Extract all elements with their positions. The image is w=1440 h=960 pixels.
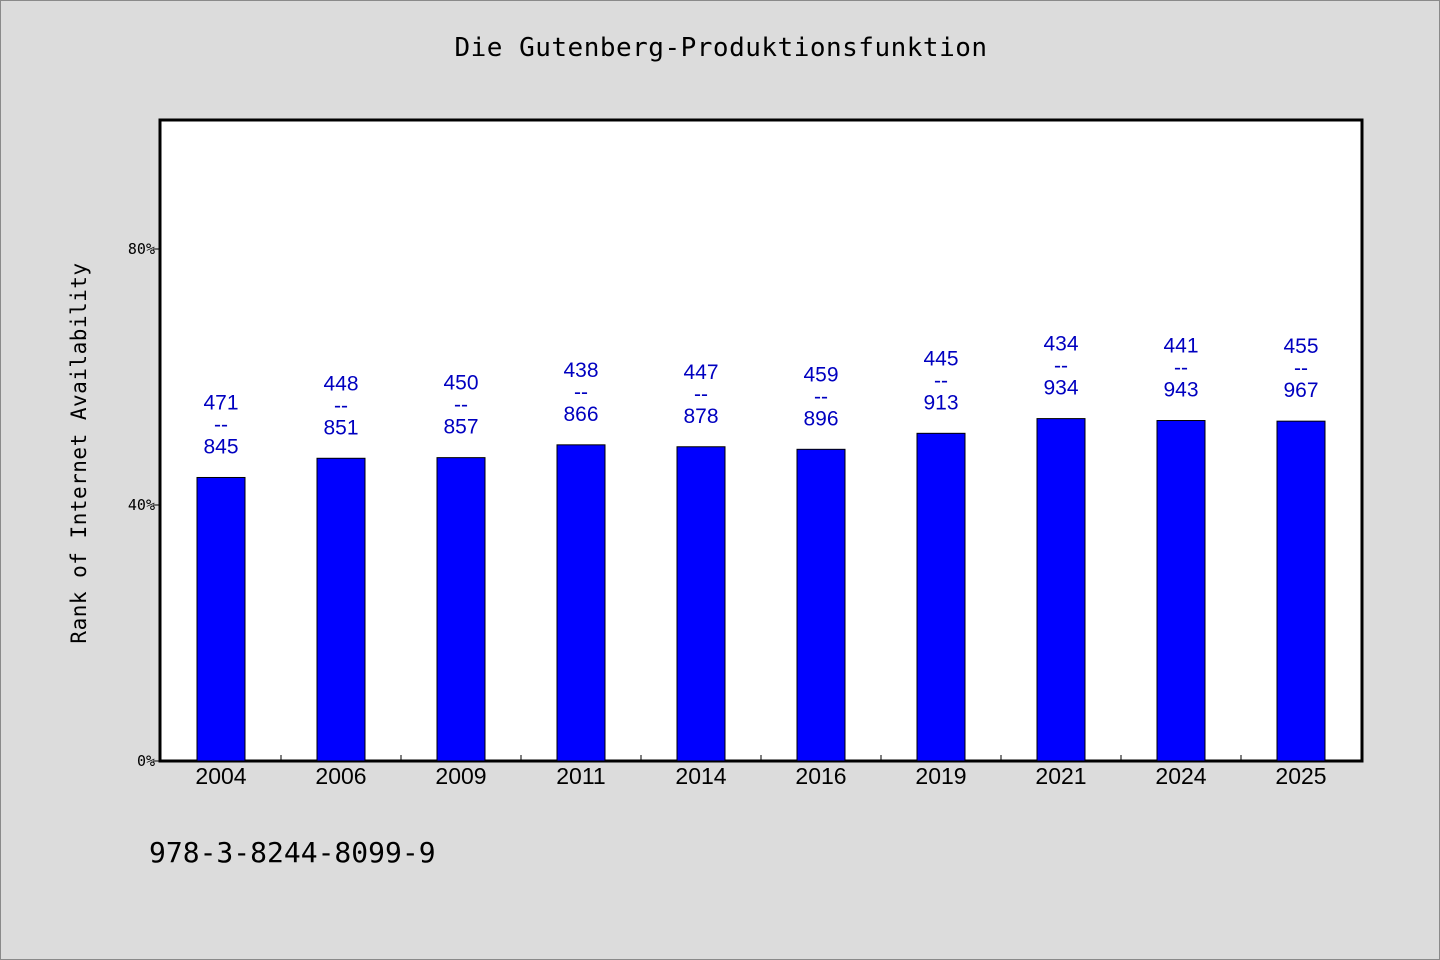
y-tick-label: 40% [128,496,155,514]
x-tick-label: 2021 [1035,763,1086,789]
data-label: -- [814,385,828,408]
data-label: 448 [323,372,358,395]
data-label: 845 [203,435,238,458]
data-label: 438 [563,359,598,382]
bar [1276,420,1326,762]
x-tick-label: 2024 [1155,763,1206,789]
data-label: 447 [683,361,718,384]
y-tick-label: 0% [137,752,155,770]
x-axis-ticks: 2004 2006 2009 2011 2014 2016 2019 2021 2024 2025 [195,755,1327,789]
data-label: -- [214,413,228,436]
data-label: -- [1294,357,1308,380]
data-label: 967 [1283,379,1318,402]
x-tick-label: 2025 [1275,763,1326,789]
x-tick-label: 2011 [556,763,605,789]
data-label: 851 [323,416,358,439]
x-tick-label: 2016 [795,763,846,789]
data-label: 450 [443,372,478,395]
data-label: -- [934,369,948,392]
data-label: 434 [1043,333,1078,356]
data-label: 896 [803,407,838,430]
bar [436,457,486,762]
data-label: -- [1174,357,1188,380]
data-label: 866 [563,403,598,426]
x-tick-label: 2014 [675,763,726,789]
data-label: 445 [923,347,958,370]
y-axis-ticks: 0% 40% 80% [128,240,161,770]
x-tick-label: 2006 [315,763,366,789]
bar [316,457,366,762]
data-label: -- [694,383,708,406]
data-label: -- [574,381,588,404]
bars [196,418,1326,762]
data-label: 459 [803,363,838,386]
bar [556,444,606,762]
data-label: 913 [923,391,958,414]
bar [676,446,726,762]
isbn-code: 978-3-8244-8099-9 [149,836,436,869]
data-label: 943 [1163,379,1198,402]
bar [1036,418,1086,762]
data-label: 857 [443,416,478,439]
bar [196,476,246,762]
data-label: 441 [1163,335,1198,358]
x-tick-label: 2004 [195,763,246,789]
y-tick-label: 80% [128,240,155,258]
bar [916,432,966,762]
data-label: -- [454,394,468,417]
data-label: -- [334,394,348,417]
bar-labels: 471--845448--851450--857438--866447--878… [203,333,1318,459]
bar [1156,420,1206,762]
chart-title: Die Gutenberg-Produktionsfunktion [454,33,988,63]
bar [796,448,846,762]
data-label: -- [1054,355,1068,378]
data-label: 878 [683,405,718,428]
x-tick-label: 2019 [915,763,966,789]
data-label: 455 [1283,335,1318,358]
x-tick-label: 2009 [435,763,486,789]
data-label: 934 [1043,377,1078,400]
data-label: 471 [203,391,238,414]
